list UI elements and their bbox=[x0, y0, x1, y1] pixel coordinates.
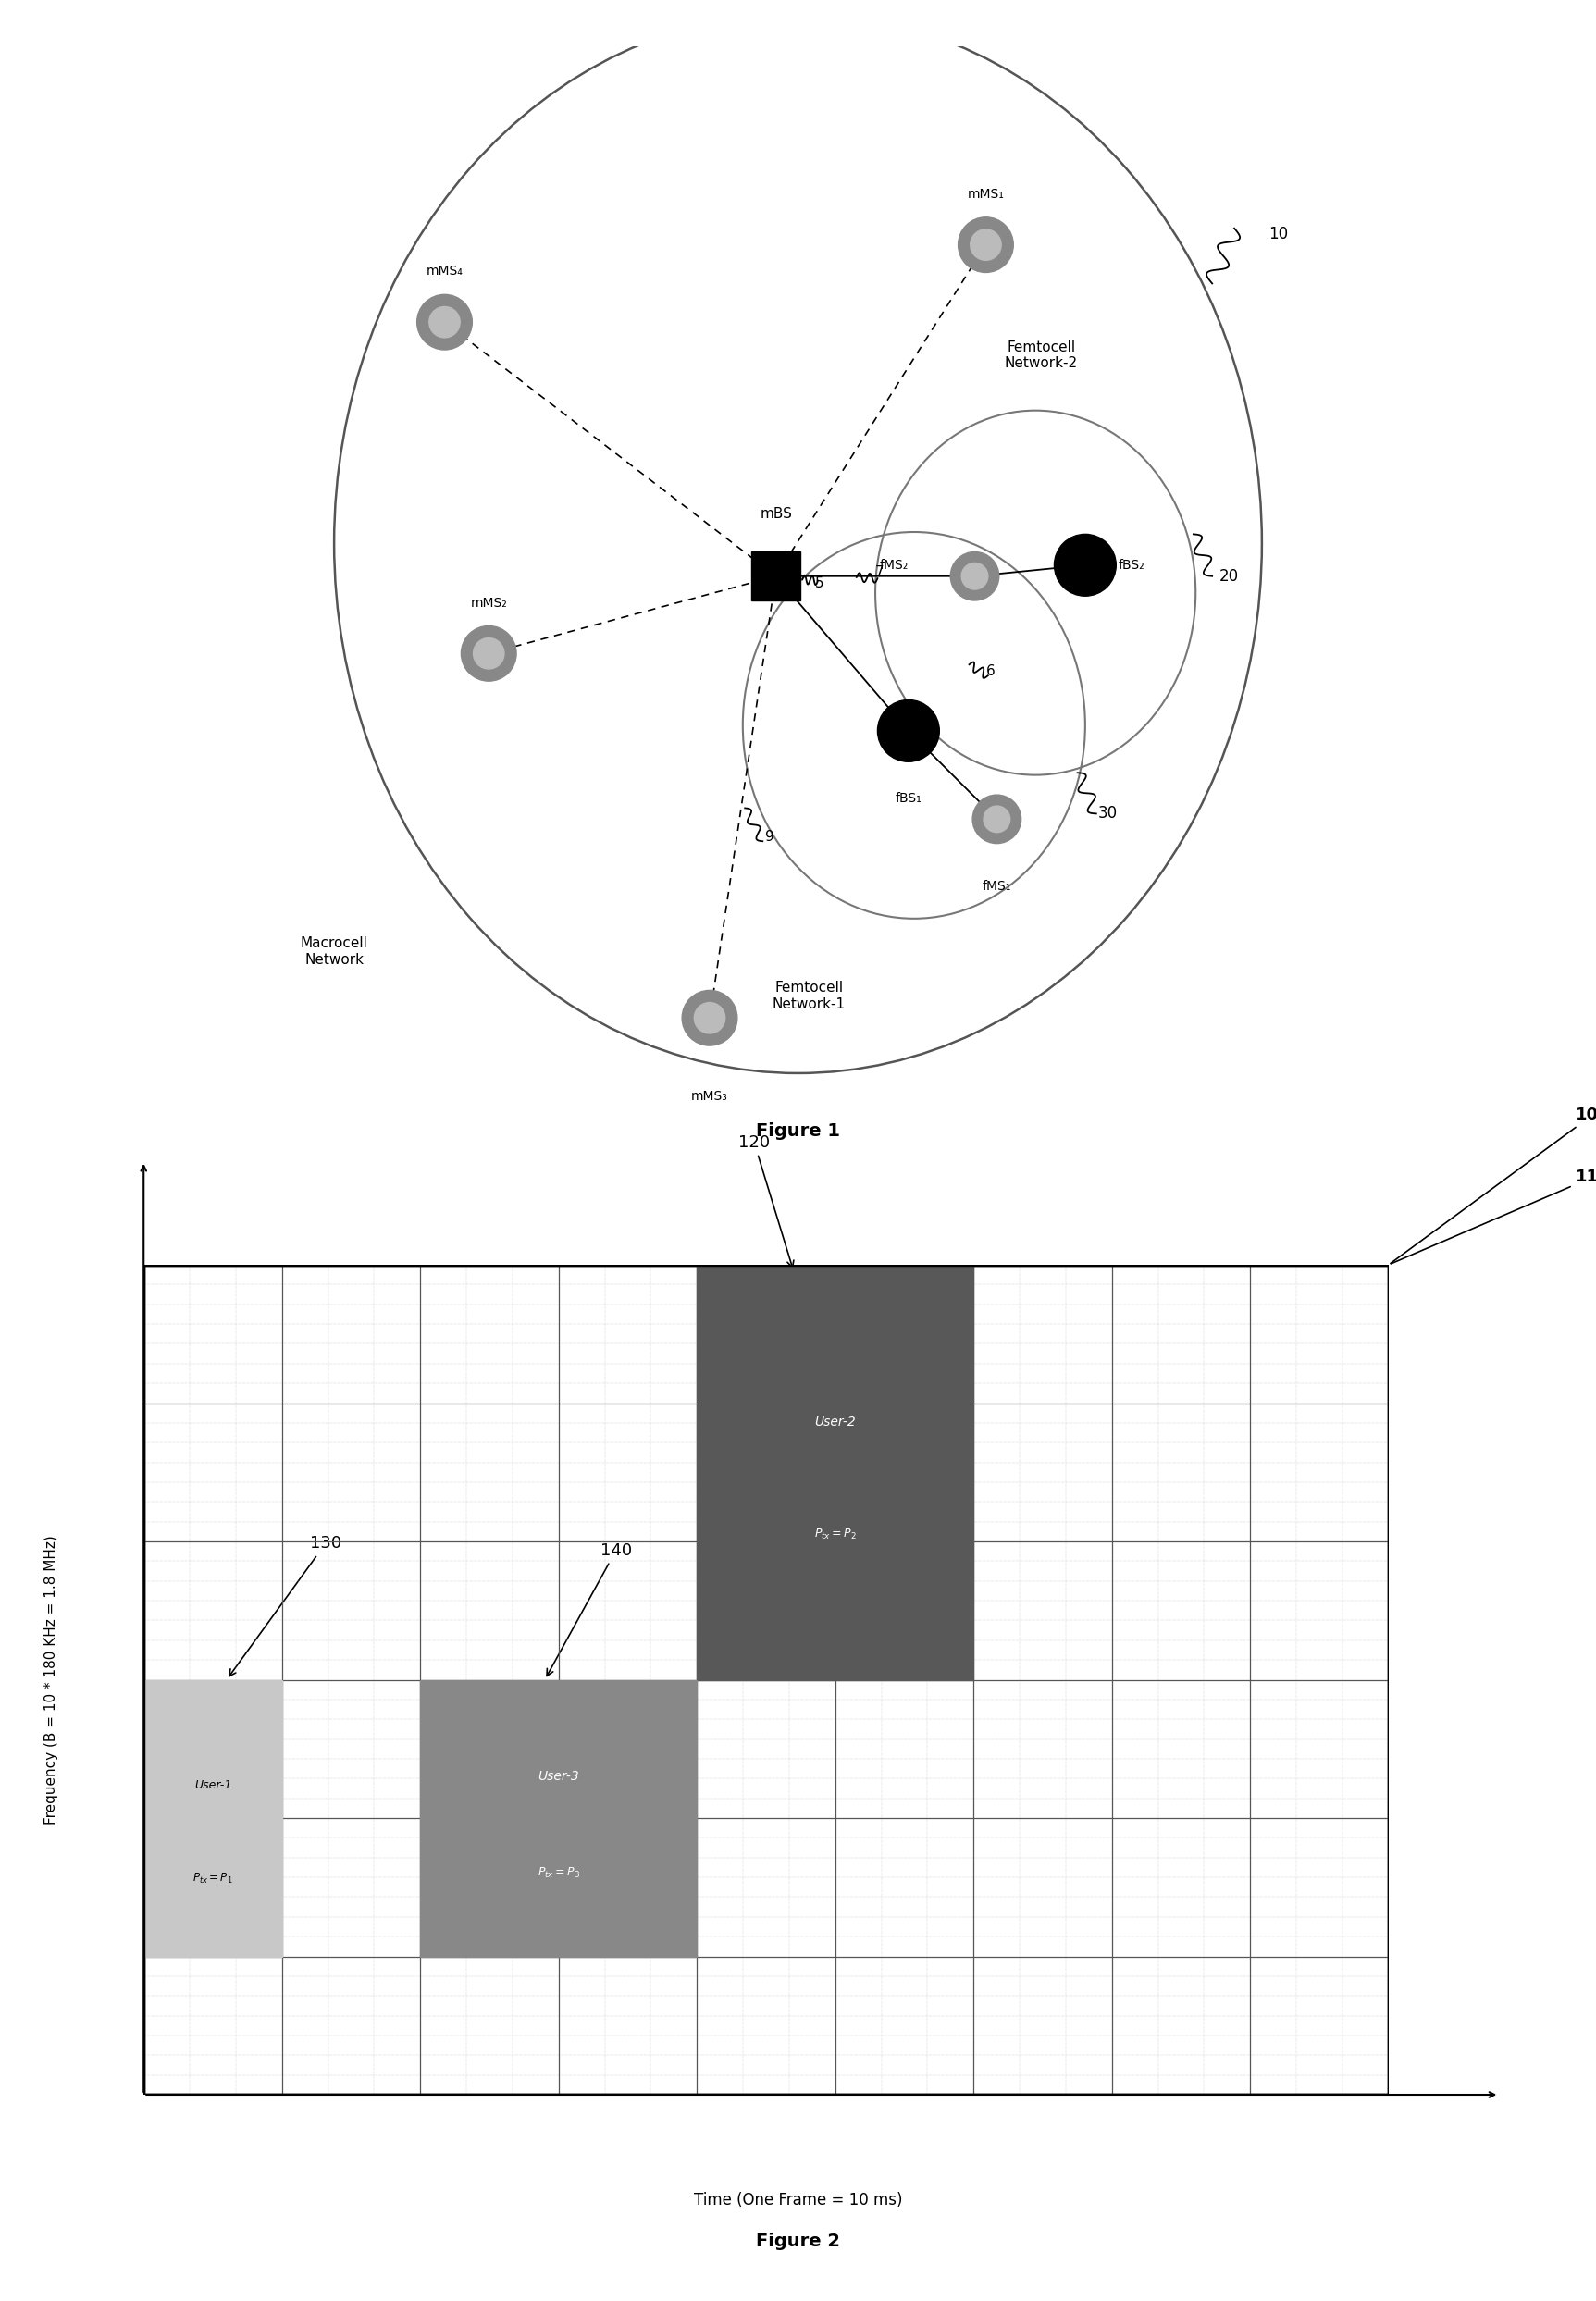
Text: User-2: User-2 bbox=[814, 1415, 855, 1429]
Circle shape bbox=[474, 637, 504, 670]
Text: 140: 140 bbox=[547, 1542, 632, 1675]
Circle shape bbox=[1055, 534, 1116, 596]
Circle shape bbox=[429, 306, 460, 338]
Text: 5: 5 bbox=[814, 575, 824, 589]
Text: User-1: User-1 bbox=[195, 1779, 231, 1790]
Text: 6: 6 bbox=[986, 665, 994, 679]
Text: 100: 100 bbox=[1390, 1107, 1596, 1263]
Text: $P_{tx} = P_1$: $P_{tx} = P_1$ bbox=[193, 1873, 233, 1887]
Text: 7: 7 bbox=[875, 566, 884, 580]
Circle shape bbox=[970, 230, 1001, 260]
Circle shape bbox=[958, 216, 1013, 272]
Text: Time (One Frame = 10 ms): Time (One Frame = 10 ms) bbox=[694, 2191, 902, 2209]
Text: mBS: mBS bbox=[760, 506, 792, 520]
Circle shape bbox=[694, 1003, 725, 1033]
Text: fBS₁: fBS₁ bbox=[895, 792, 922, 805]
Text: 9: 9 bbox=[764, 831, 774, 844]
Text: 30: 30 bbox=[1098, 805, 1117, 821]
Text: $P_{tx} = P_3$: $P_{tx} = P_3$ bbox=[538, 1866, 579, 1880]
Text: 110: 110 bbox=[1390, 1169, 1596, 1263]
Text: 120: 120 bbox=[739, 1134, 793, 1268]
Circle shape bbox=[461, 626, 517, 681]
Text: fBS₂: fBS₂ bbox=[1119, 559, 1144, 571]
Circle shape bbox=[972, 794, 1021, 844]
Bar bbox=[697, 1266, 974, 1680]
Text: Figure 2: Figure 2 bbox=[757, 2232, 839, 2250]
Circle shape bbox=[681, 989, 737, 1045]
Text: mMS₃: mMS₃ bbox=[691, 1091, 728, 1102]
Bar bbox=[144, 1680, 282, 1956]
Text: fMS₁: fMS₁ bbox=[982, 879, 1012, 893]
Text: Femtocell
Network-1: Femtocell Network-1 bbox=[772, 980, 846, 1010]
Text: 20: 20 bbox=[1219, 568, 1238, 584]
Text: Frequency (B = 10 * 180 KHz = 1.8 MHz): Frequency (B = 10 * 180 KHz = 1.8 MHz) bbox=[45, 1535, 57, 1825]
Circle shape bbox=[417, 295, 472, 350]
Text: Figure 1: Figure 1 bbox=[757, 1123, 839, 1139]
Text: mMS₄: mMS₄ bbox=[426, 265, 463, 278]
Text: mMS₁: mMS₁ bbox=[967, 189, 1004, 200]
Bar bbox=[420, 1680, 697, 1956]
Text: mMS₂: mMS₂ bbox=[471, 596, 508, 610]
Text: fMS₂: fMS₂ bbox=[879, 559, 908, 571]
Circle shape bbox=[951, 552, 999, 601]
Circle shape bbox=[878, 700, 940, 762]
Circle shape bbox=[961, 564, 988, 589]
Text: Femtocell
Network-2: Femtocell Network-2 bbox=[1004, 341, 1077, 370]
Text: Macrocell
Network: Macrocell Network bbox=[300, 937, 367, 966]
Text: $P_{tx} = P_2$: $P_{tx} = P_2$ bbox=[814, 1528, 857, 1542]
Text: User-3: User-3 bbox=[538, 1769, 579, 1783]
Text: 10: 10 bbox=[1269, 225, 1288, 242]
Text: 130: 130 bbox=[230, 1535, 342, 1675]
Circle shape bbox=[983, 805, 1010, 833]
FancyBboxPatch shape bbox=[752, 552, 800, 601]
